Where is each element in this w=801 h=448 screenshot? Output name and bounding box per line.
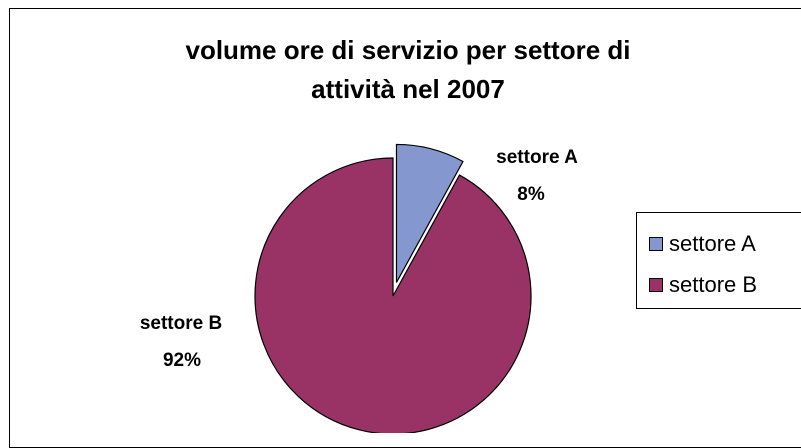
slice-label-settore-b-percent: 92%: [163, 350, 201, 371]
legend-label-settore-b: settore B: [669, 272, 758, 297]
legend: settore A settore B: [636, 212, 801, 309]
legend-item-settore-b: settore B: [649, 270, 757, 300]
legend-item-settore-a: settore A: [649, 229, 756, 259]
legend-swatch-settore-a: [649, 237, 663, 251]
chart-title-line-2: attività nel 2007: [311, 74, 505, 104]
legend-swatch-settore-b: [649, 278, 663, 292]
slice-label-settore-a-percent: 8%: [517, 184, 545, 205]
pie-slice-settore-a: [395, 143, 464, 283]
legend-label-settore-a: settore A: [669, 231, 756, 256]
slice-label-settore-b-name: settore B: [140, 313, 222, 334]
pie-slice-settore-b: [254, 157, 532, 433]
slice-label-settore-a-name: settore A: [496, 147, 578, 168]
pie-chart: volume ore di servizio per settore di at…: [140, 35, 631, 433]
chart-title-line-1: volume ore di servizio per settore di: [185, 35, 630, 65]
pie-slices: [254, 143, 532, 433]
